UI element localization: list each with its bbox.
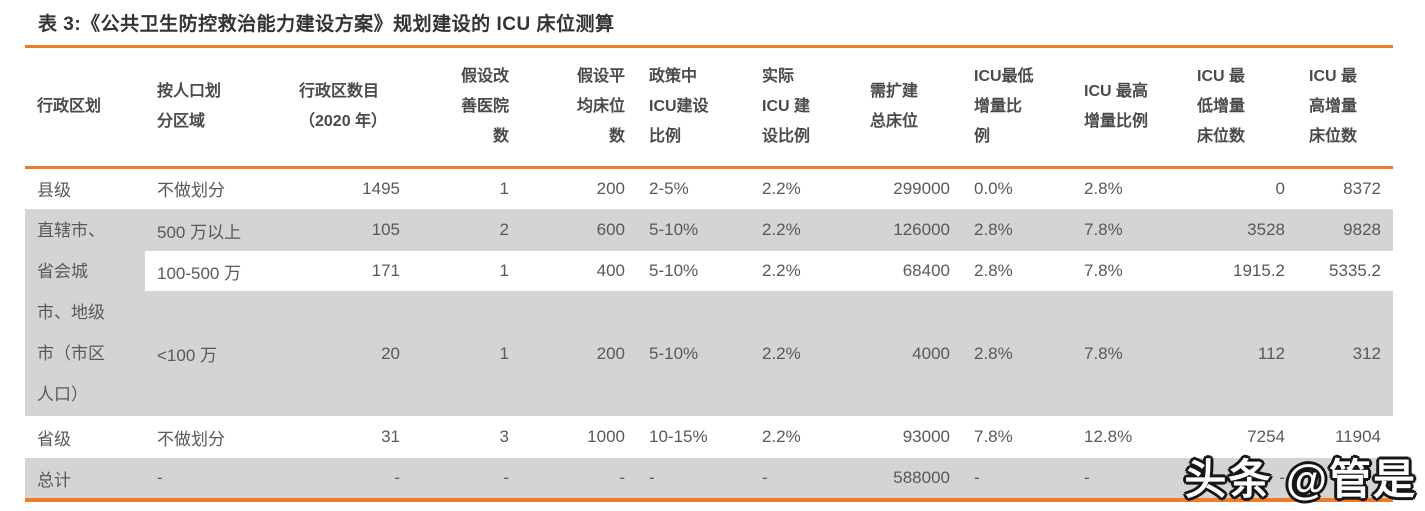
cell: 312 [1352, 343, 1381, 363]
cell: 500 万以上 [157, 222, 242, 242]
cell: 2.8% [974, 261, 1013, 280]
cell: 2.8% [974, 343, 1013, 363]
cell: 2.8% [974, 220, 1013, 239]
table-row-total: 总计 - - - - - - 588000 - - - - [25, 458, 1393, 500]
cell: 93000 [902, 427, 950, 446]
cell: 2-5% [649, 178, 689, 198]
cell: 7.8% [1084, 343, 1123, 363]
icu-beds-table: 行政区划 按人口划 分区域 行政区数目 （2020 年） 假设改 善医院 数 假… [25, 48, 1393, 502]
cell: 200 [596, 343, 625, 363]
cell: 1915.2 [1233, 261, 1285, 280]
header-cell-policy-icu-ratio: 政策中 ICU建设 比例 [637, 48, 750, 169]
cell: 2.2% [762, 261, 801, 280]
cell: - [157, 468, 163, 487]
cell: 7.8% [1084, 261, 1123, 280]
cell: 2.2% [762, 427, 801, 446]
cell: 126000 [893, 220, 950, 239]
cell: 10-15% [649, 427, 708, 446]
table-row-county: 县级 不做划分 1495 1 200 2-5% 2.2% 299000 0.0%… [25, 167, 1393, 209]
header-cell-total-beds-expansion: 需扩建 总床位 [858, 48, 962, 169]
cell: 68400 [902, 261, 950, 280]
cell: 112 [1257, 343, 1285, 363]
cell: 5-10% [649, 343, 699, 363]
cell: 200 [596, 178, 625, 198]
table-row-cities-under1m: <100 万 20 1 200 5-10% 2.2% 4000 2.8% 7.8… [25, 291, 1393, 416]
header-cell-icu-max-increment-ratio: ICU 最高 增量比例 [1072, 48, 1185, 169]
cell: 2 [499, 220, 509, 239]
cell: 171 [371, 261, 400, 280]
header-cell-actual-icu-ratio: 实际 ICU 建 设比例 [750, 48, 858, 169]
cell: 400 [596, 261, 625, 280]
cell: 299000 [893, 178, 950, 198]
cell: - [649, 468, 655, 487]
cell: 588000 [893, 468, 950, 487]
cell: 12.8% [1084, 427, 1133, 446]
cell: 5-10% [649, 261, 699, 280]
cell: 2.2% [762, 343, 801, 363]
header-row: 行政区划 按人口划 分区域 行政区数目 （2020 年） 假设改 善医院 数 假… [25, 48, 1393, 169]
cell: - [1279, 468, 1285, 487]
cell: 5-10% [649, 220, 699, 239]
cell: <100 万 [157, 346, 218, 365]
table-row-province: 省级 不做划分 31 3 1000 10-15% 2.2% 93000 7.8%… [25, 416, 1393, 458]
cell: - [762, 468, 768, 487]
cell: 2.2% [762, 178, 801, 198]
cell: 7254 [1247, 427, 1285, 446]
cell: 8372 [1343, 178, 1381, 198]
cell: 20 [381, 343, 400, 363]
watermark: 头条 @管是 [1184, 456, 1417, 503]
cell: 31 [381, 427, 400, 446]
header-cell-icu-max-increment-beds: ICU 最 高增量 床位数 [1297, 48, 1393, 169]
table-row-cities-1to5m: 100-500 万 171 1 400 5-10% 2.2% 68400 2.8… [25, 251, 1393, 291]
cell: - [974, 468, 980, 487]
cell: 1 [499, 343, 509, 363]
cell: 2.8% [1084, 178, 1123, 198]
cell: 3 [499, 427, 509, 446]
cell: - [1084, 468, 1090, 487]
cell: 县级 [37, 181, 71, 201]
cell: 9828 [1343, 220, 1381, 239]
cell: - [1375, 468, 1381, 487]
cell: 4000 [912, 343, 950, 363]
cell: 3528 [1247, 220, 1285, 239]
cell: - [619, 468, 625, 487]
cell: 1495 [362, 178, 400, 198]
header-cell-icu-min-increment-ratio: ICU最低 增量比 例 [962, 48, 1072, 169]
cell-merged-cities: 直辖市、 省会城 市、地级 市（市区 人口） [25, 209, 145, 416]
header-cell-population-group: 按人口划 分区域 [145, 48, 287, 169]
cell: 总计 [37, 470, 71, 490]
cell: 600 [596, 220, 625, 239]
cell: 7.8% [974, 427, 1013, 446]
cell: 7.8% [1084, 220, 1123, 239]
table-title-bar: 表 3:《公共卫生防控救治能力建设方案》规划建设的 ICU 床位测算 [25, 0, 1393, 48]
header-cell-assumed-hospitals: 假设改 善医院 数 [412, 48, 521, 169]
cell: 5335.2 [1329, 261, 1381, 280]
header-cell-icu-min-increment-beds: ICU 最 低增量 床位数 [1185, 48, 1297, 169]
cell: 1000 [587, 427, 625, 446]
header-cell-assumed-avg-beds: 假设平 均床位 数 [521, 48, 637, 169]
cell: 不做划分 [157, 181, 225, 201]
table-row-cities-over5m: 直辖市、 省会城 市、地级 市（市区 人口） 500 万以上 105 2 600… [25, 209, 1393, 416]
header-cell-region-type: 行政区划 [25, 48, 145, 169]
cell: 11904 [1334, 427, 1381, 446]
header-cell-region-count-2020: 行政区数目 （2020 年） [287, 48, 412, 169]
cell: 105 [371, 220, 400, 239]
cell: 0 [1275, 178, 1285, 198]
cell: 省级 [37, 429, 71, 449]
cell: - [394, 468, 400, 487]
cell: 0.0% [974, 178, 1013, 198]
cell: 100-500 万 [157, 263, 242, 283]
cell: 2.2% [762, 220, 801, 239]
cell: 1 [499, 178, 509, 198]
cell: 不做划分 [157, 429, 225, 449]
table-title: 表 3:《公共卫生防控救治能力建设方案》规划建设的 ICU 床位测算 [38, 14, 615, 35]
cell: 1 [499, 261, 509, 280]
cell: - [503, 468, 509, 487]
